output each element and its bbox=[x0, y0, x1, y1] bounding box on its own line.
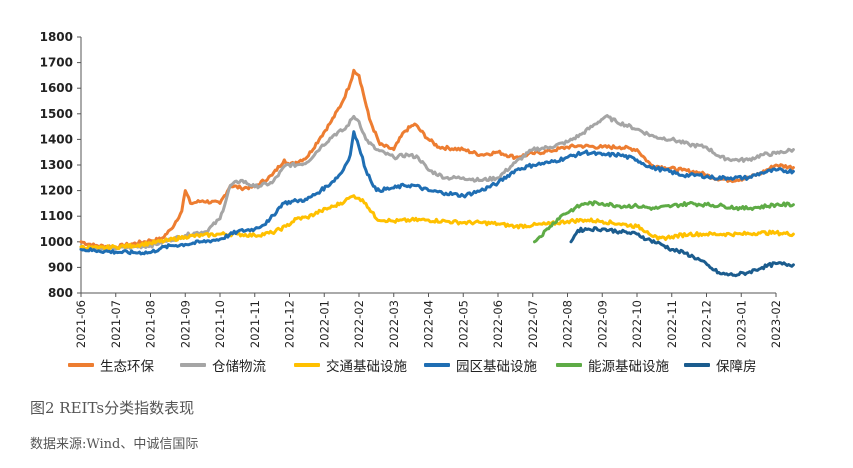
x-tick-label: 2022-08 bbox=[561, 300, 575, 348]
y-tick-label: 1300 bbox=[40, 158, 73, 172]
legend-label: 仓储物流 bbox=[212, 359, 266, 375]
legend-swatch bbox=[684, 363, 710, 367]
x-tick-label: 2022-09 bbox=[595, 300, 609, 348]
x-tick-label: 2021-07 bbox=[109, 300, 123, 348]
legend-item: 保障房 bbox=[684, 354, 757, 376]
legend-swatch bbox=[556, 363, 582, 367]
y-tick-label: 1200 bbox=[40, 184, 73, 198]
series-line-0 bbox=[79, 68, 795, 250]
x-tick-label: 2022-02 bbox=[352, 300, 366, 348]
x-tick-label: 2022-01 bbox=[317, 300, 331, 348]
x-tick-label: 2021-08 bbox=[144, 300, 158, 348]
figure-caption: 图2 REITs分类指数表现 bbox=[30, 399, 195, 417]
x-tick-label: 2021-10 bbox=[213, 300, 227, 348]
legend-item: 能源基础设施 bbox=[556, 354, 669, 376]
chart-series-layer bbox=[79, 68, 795, 278]
x-tick-label: 2022-04 bbox=[422, 300, 436, 348]
y-tick-label: 1100 bbox=[40, 209, 73, 223]
x-tick-label: 2023-01 bbox=[734, 300, 748, 348]
series-line-5 bbox=[569, 226, 795, 278]
y-tick-label: 1600 bbox=[40, 81, 73, 95]
legend-label: 生态环保 bbox=[100, 359, 154, 375]
legend-label: 保障房 bbox=[716, 359, 757, 375]
chart-legend: 生态环保 仓储物流 交通基础设施 园区基础设施 能源基础设施 保障房 bbox=[0, 354, 853, 376]
x-tick-label: 2022-06 bbox=[491, 300, 505, 348]
series-line-1 bbox=[79, 114, 795, 253]
legend-swatch bbox=[294, 363, 320, 367]
x-tick-label: 2022-12 bbox=[700, 300, 714, 348]
line-chart: 800 900 1000 1100 1200 1300 1400 1500 1600 1700 18… bbox=[40, 30, 795, 348]
x-tick-label: 2021-09 bbox=[178, 300, 192, 348]
chart-axes: 800 900 1000 1100 1200 1300 1400 1500 1600 1700 18… bbox=[40, 30, 783, 348]
legend-item: 交通基础设施 bbox=[294, 354, 407, 376]
legend-swatch bbox=[424, 363, 450, 367]
y-tick-label: 1000 bbox=[40, 235, 73, 249]
y-tick-label: 1400 bbox=[40, 132, 73, 146]
y-tick-label: 900 bbox=[48, 260, 73, 274]
x-tick-label: 2021-06 bbox=[74, 300, 88, 348]
series-line-3 bbox=[79, 130, 795, 256]
legend-label: 交通基础设施 bbox=[326, 359, 407, 375]
x-tick-label: 2022-11 bbox=[665, 300, 679, 348]
x-tick-label: 2022-07 bbox=[526, 300, 540, 348]
x-tick-label: 2023-02 bbox=[769, 300, 783, 348]
y-tick-label: 1800 bbox=[40, 30, 73, 44]
data-source: 数据来源:Wind、中诚信国际 bbox=[30, 437, 199, 452]
y-tick-label: 1700 bbox=[40, 56, 73, 70]
y-tick-label: 1500 bbox=[40, 107, 73, 121]
series-line-2 bbox=[79, 194, 795, 251]
legend-swatch bbox=[68, 363, 94, 367]
legend-item: 园区基础设施 bbox=[424, 354, 537, 376]
legend-item: 生态环保 bbox=[68, 354, 154, 376]
y-tick-label: 800 bbox=[48, 286, 73, 300]
legend-item: 仓储物流 bbox=[180, 354, 266, 376]
x-tick-label: 2022-10 bbox=[630, 300, 644, 348]
x-tick-label: 2022-05 bbox=[456, 300, 470, 348]
legend-label: 园区基础设施 bbox=[456, 359, 537, 375]
legend-swatch bbox=[180, 363, 206, 367]
x-tick-label: 2021-12 bbox=[283, 300, 297, 348]
series-line-4 bbox=[533, 200, 795, 244]
legend-label: 能源基础设施 bbox=[588, 359, 669, 375]
x-tick-label: 2021-11 bbox=[248, 300, 262, 348]
x-tick-label: 2022-03 bbox=[387, 300, 401, 348]
